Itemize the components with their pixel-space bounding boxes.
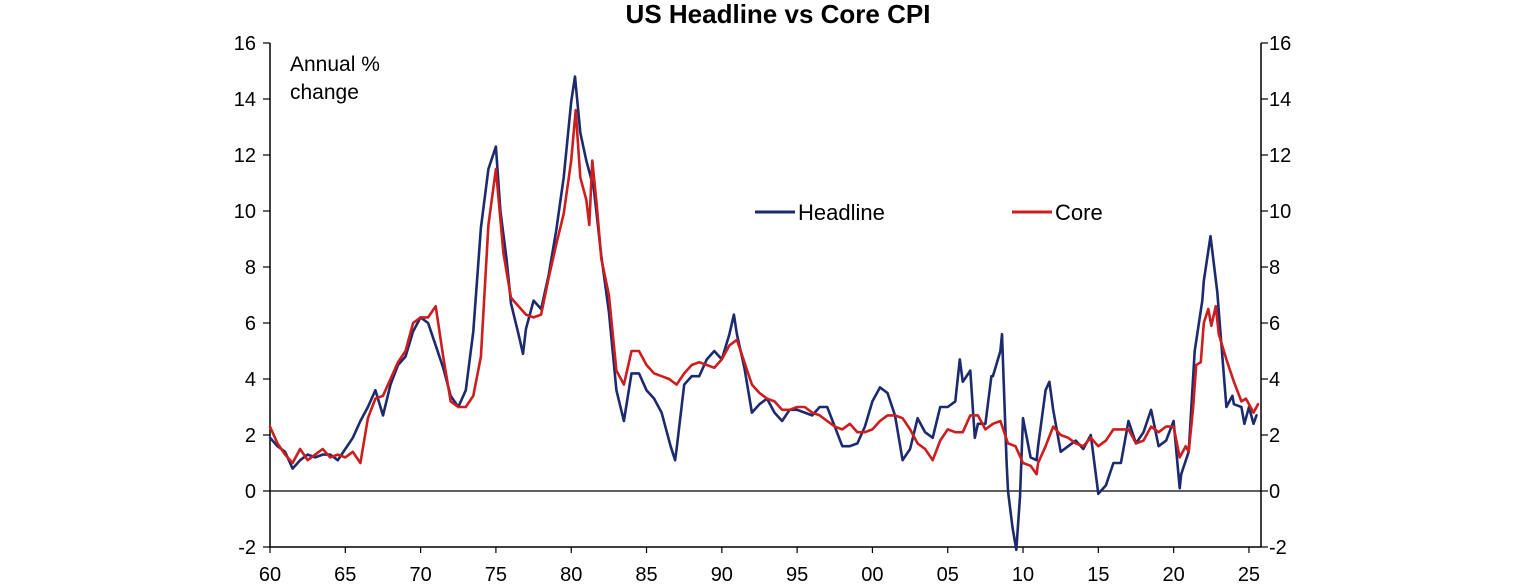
legend: Headline Core bbox=[755, 200, 1103, 225]
y-tick-label-right: 8 bbox=[1269, 257, 1280, 279]
y-tick-label-left: 6 bbox=[245, 313, 256, 335]
series-line-headline bbox=[268, 75, 1258, 552]
x-tick-label: 10 bbox=[1012, 564, 1034, 585]
x-tick-label: 05 bbox=[937, 564, 959, 585]
chart-title: US Headline vs Core CPI bbox=[626, 0, 931, 29]
x-tick-label: 15 bbox=[1087, 564, 1109, 585]
x-tick-label: 25 bbox=[1238, 564, 1260, 585]
y-tick-label-left: 10 bbox=[234, 201, 256, 223]
right-y-ticks: -2 0 2 4 6 8 10 12 14 16 bbox=[1261, 33, 1291, 559]
legend-item-headline: Headline bbox=[755, 200, 885, 225]
legend-label-core: Core bbox=[1055, 200, 1103, 225]
y-tick-label-left: 2 bbox=[245, 425, 256, 447]
x-tick-label: 90 bbox=[711, 564, 733, 585]
y-tick-label-left: 16 bbox=[234, 33, 256, 55]
plot-frame bbox=[269, 43, 1262, 548]
y-tick-label-right: 14 bbox=[1269, 89, 1291, 111]
x-tick-label: 60 bbox=[259, 564, 281, 585]
y-tick-label-right: 2 bbox=[1269, 425, 1280, 447]
series-line-core bbox=[268, 108, 1260, 476]
annotation-line-1: Annual % bbox=[290, 53, 380, 76]
x-tick-label: 80 bbox=[560, 564, 582, 585]
x-tick-label: 00 bbox=[861, 564, 883, 585]
legend-label-headline: Headline bbox=[798, 200, 885, 225]
unit-annotation: Annual % change bbox=[290, 53, 380, 104]
x-tick-label: 85 bbox=[635, 564, 657, 585]
left-y-ticks: -2 0 2 4 6 8 10 12 14 16 bbox=[234, 33, 270, 559]
y-tick-label-right: -2 bbox=[1269, 537, 1287, 559]
x-tick-label: 70 bbox=[409, 564, 431, 585]
x-tick-label: 20 bbox=[1163, 564, 1185, 585]
y-tick-label-left: 8 bbox=[245, 257, 256, 279]
y-tick-label-right: 4 bbox=[1269, 369, 1280, 391]
x-tick-label: 95 bbox=[786, 564, 808, 585]
y-tick-label-left: 4 bbox=[245, 369, 256, 391]
y-tick-label-right: 10 bbox=[1269, 201, 1291, 223]
annotation-line-2: change bbox=[290, 81, 359, 104]
y-tick-label-right: 6 bbox=[1269, 313, 1280, 335]
y-tick-label-left: 14 bbox=[234, 89, 256, 111]
y-tick-label-right: 0 bbox=[1269, 481, 1280, 503]
y-tick-label-left: 0 bbox=[245, 481, 256, 503]
y-tick-label-left: -2 bbox=[238, 537, 256, 559]
x-axis-ticks: 60 65 70 75 80 85 90 95 00 05 10 15 20 25 bbox=[259, 547, 1260, 585]
series-lines bbox=[268, 75, 1260, 552]
legend-item-core: Core bbox=[1012, 200, 1103, 225]
x-tick-label: 75 bbox=[485, 564, 507, 585]
y-tick-label-right: 16 bbox=[1269, 33, 1291, 55]
y-tick-label-right: 12 bbox=[1269, 145, 1291, 167]
y-tick-label-left: 12 bbox=[234, 145, 256, 167]
x-tick-label: 65 bbox=[334, 564, 356, 585]
